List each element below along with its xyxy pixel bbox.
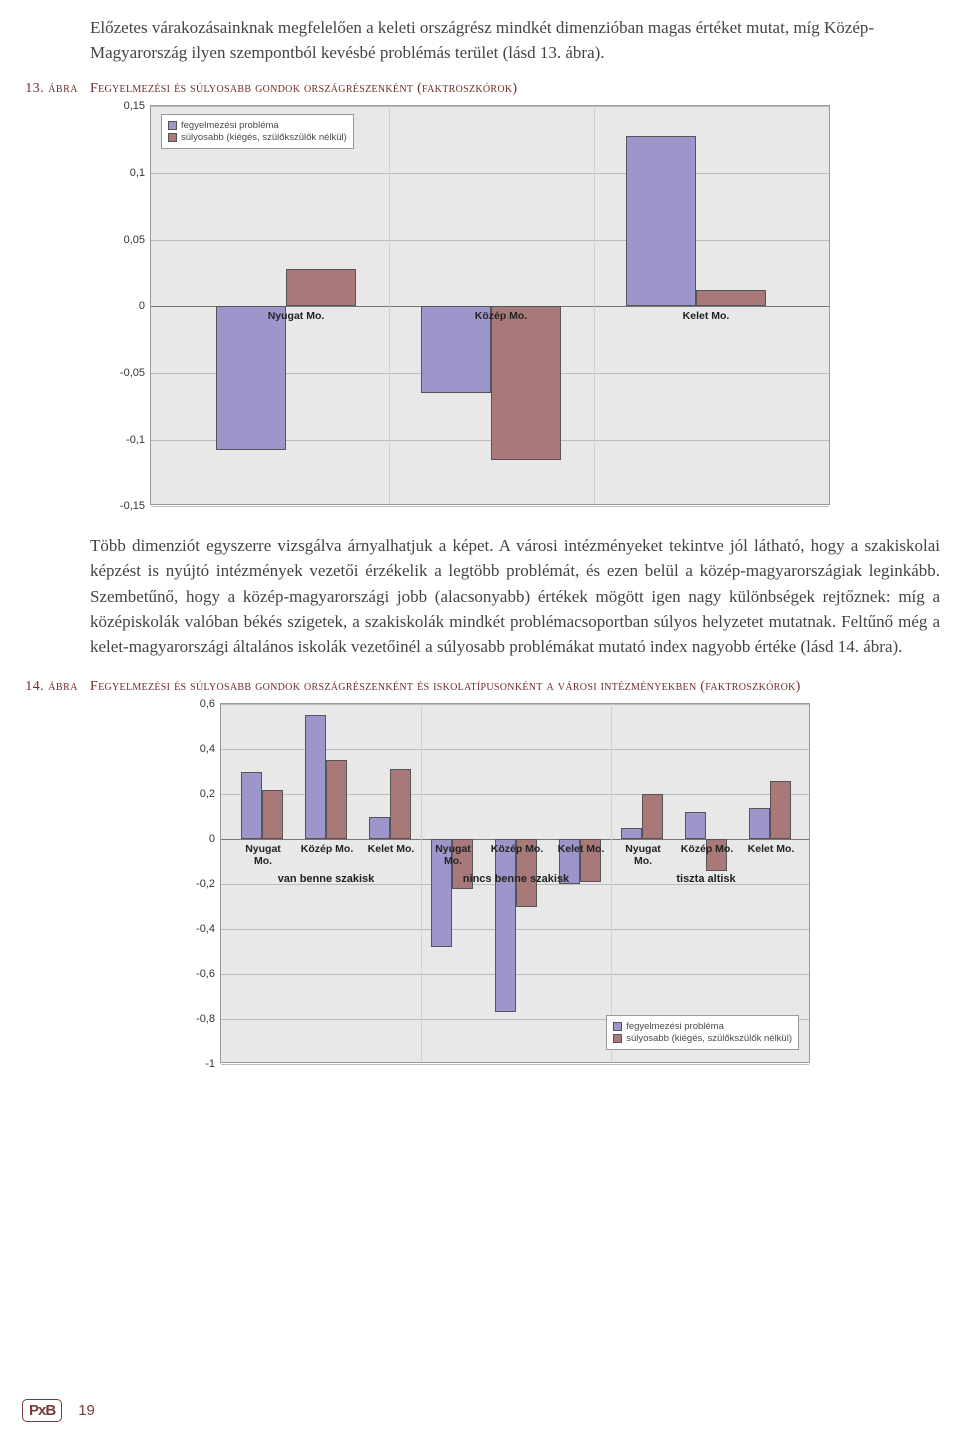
legend-text: fegyelmezési probléma (626, 1021, 724, 1032)
legend-item: fegyelmezési probléma (613, 1021, 792, 1032)
bar (305, 715, 326, 839)
y-tick-label: 0 (209, 833, 215, 845)
y-tick-label: -0,1 (126, 434, 145, 446)
y-tick-label: 0 (139, 300, 145, 312)
bar (390, 769, 411, 839)
bar (495, 839, 516, 1012)
intro-paragraph: Előzetes várakozásainknak megfelelően a … (90, 16, 940, 65)
y-tick-label: -1 (205, 1058, 215, 1070)
bar (262, 790, 283, 840)
y-tick-label: 0,4 (200, 743, 215, 755)
bar (326, 760, 347, 839)
page-number: 19 (78, 1402, 95, 1419)
group-separator (421, 704, 422, 1062)
group-separator (594, 106, 595, 504)
bar (286, 269, 356, 306)
bar (621, 828, 642, 839)
legend-item: súlyosabb (kiégés, szülőkszülők nélkül) (168, 132, 347, 143)
legend: fegyelmezési problémasúlyosabb (kiégés, … (161, 114, 354, 149)
category-label: Nyugat Mo. (206, 310, 386, 322)
group-label: nincs benne szakisk (431, 873, 601, 885)
legend-text: súlyosabb (kiégés, szülőkszülők nélkül) (626, 1033, 792, 1044)
bar (696, 290, 766, 306)
group-separator (389, 106, 390, 504)
legend: fegyelmezési problémasúlyosabb (kiégés, … (606, 1015, 799, 1050)
fig14-label: 14. ábra (0, 679, 78, 695)
legend-text: fegyelmezési probléma (181, 120, 279, 131)
legend-text: súlyosabb (kiégés, szülőkszülők nélkül) (181, 132, 347, 143)
body-paragraph: Több dimenziót egyszerre vizsgálva árnya… (90, 533, 940, 659)
legend-item: fegyelmezési probléma (168, 120, 347, 131)
gridline (221, 704, 809, 705)
fig13-title: Fegyelmezési és súlyosabb gondok országr… (90, 81, 940, 97)
y-tick-label: 0,05 (124, 234, 145, 246)
bar (491, 306, 561, 459)
y-tick-label: 0,1 (130, 167, 145, 179)
bar (369, 817, 390, 840)
bar (770, 781, 791, 840)
y-tick-label: -0,6 (196, 968, 215, 980)
y-tick-label: -0,4 (196, 923, 215, 935)
bar (685, 812, 706, 839)
category-label: Nyugat Mo. (615, 843, 671, 867)
page-footer: PxB 19 (22, 1399, 95, 1422)
bar (216, 306, 286, 450)
gridline (151, 173, 829, 174)
logo: PxB (22, 1399, 62, 1422)
group-label: tiszta altisk (621, 873, 791, 885)
y-tick-label: -0,15 (120, 500, 145, 512)
fig13-chart: -0,15-0,1-0,0500,050,10,15Nyugat Mo.Közé… (150, 105, 830, 505)
y-tick-label: 0,15 (124, 100, 145, 112)
gridline (151, 106, 829, 107)
legend-item: súlyosabb (kiégés, szülőkszülők nélkül) (613, 1033, 792, 1044)
fig13-label: 13. ábra (0, 81, 78, 97)
bar (642, 794, 663, 839)
y-tick-label: -0,2 (196, 878, 215, 890)
y-tick-label: 0,6 (200, 698, 215, 710)
group-label: van benne szakisk (241, 873, 411, 885)
category-label: Kelet Mo. (616, 310, 796, 322)
category-label: Kelet Mo. (363, 843, 419, 855)
bar (241, 772, 262, 840)
category-label: Közép Mo. (299, 843, 355, 855)
group-separator (611, 704, 612, 1062)
category-label: Nyugat Mo. (235, 843, 291, 867)
y-tick-label: -0,05 (120, 367, 145, 379)
bar (749, 808, 770, 840)
y-tick-label: -0,8 (196, 1013, 215, 1025)
bar (626, 136, 696, 307)
category-label: Közép Mo. (489, 843, 545, 855)
fig14-chart: -1-0,8-0,6-0,4-0,200,20,40,6Nyugat Mo.Kö… (220, 703, 810, 1063)
gridline (221, 1064, 809, 1065)
gridline (151, 506, 829, 507)
category-label: Nyugat Mo. (425, 843, 481, 867)
category-label: Közép Mo. (411, 310, 591, 322)
y-tick-label: 0,2 (200, 788, 215, 800)
category-label: Kelet Mo. (743, 843, 799, 855)
category-label: Közép Mo. (679, 843, 735, 855)
fig14-title: Fegyelmezési és súlyosabb gondok országr… (90, 679, 940, 695)
gridline (151, 240, 829, 241)
category-label: Kelet Mo. (553, 843, 609, 855)
